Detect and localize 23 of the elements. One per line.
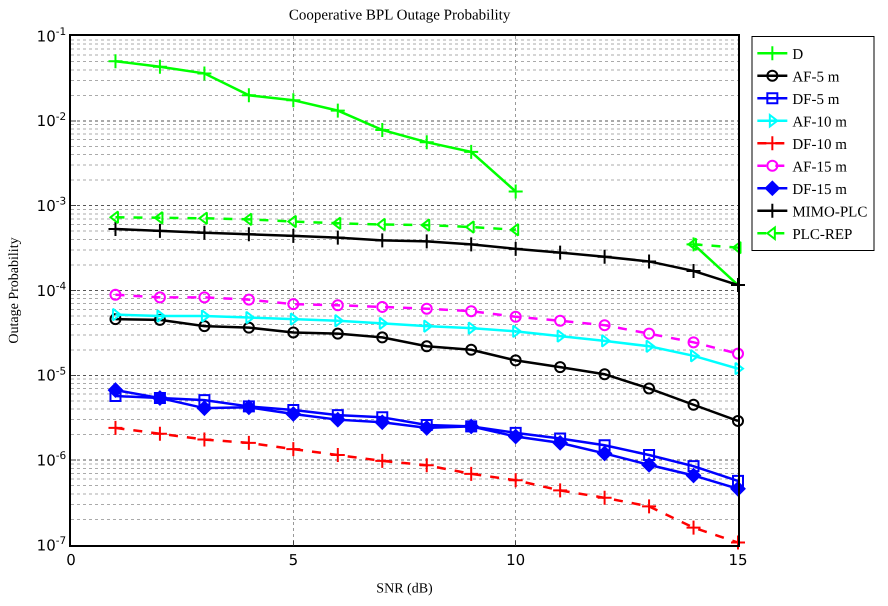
y-tick-label: 10$^{-1}$ (36, 26, 66, 46)
legend-label: AF-15 m (792, 160, 848, 176)
x-tick-label: 5 (288, 550, 298, 569)
x-tick-label: 10 (506, 550, 526, 569)
legend-label: DF-5 m (792, 92, 840, 108)
y-axis-title: Outage Probability (6, 237, 22, 344)
legend-label: AF-10 m (792, 114, 848, 131)
legend-label: D (792, 47, 804, 64)
legend-label: DF-10 m (792, 137, 848, 154)
x-tick-label: 15 (728, 550, 748, 569)
y-tick-label: 10$^{-6}$ (36, 450, 67, 470)
legend-label: DF-15 m (792, 182, 848, 198)
y-tick-label: 10$^{-2}$ (36, 110, 66, 130)
legend-label: MIMO-PLC (792, 204, 868, 221)
y-tick-label: 10$^{-7}$ (36, 534, 66, 554)
y-tick-label: 10$^{-5}$ (36, 365, 66, 385)
chart-title: Cooperative BPL Outage Probability (288, 8, 511, 24)
x-tick-label: 0 (66, 550, 76, 569)
y-tick-label: 10$^{-3}$ (36, 196, 66, 215)
x-axis-title: SNR (dB) (376, 582, 434, 597)
legend-label: PLC-REP (792, 227, 852, 244)
legend-label: AF-5 m (792, 70, 840, 86)
y-tick-label: 10$^{-4}$ (36, 280, 67, 300)
